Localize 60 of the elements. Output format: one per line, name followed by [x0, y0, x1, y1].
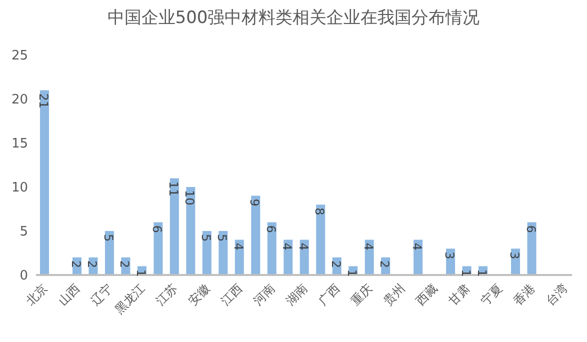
- bar: [104, 231, 114, 275]
- bar: [527, 222, 536, 275]
- x-tick-label: 台湾: [543, 281, 570, 308]
- data-label: 5: [198, 234, 213, 242]
- data-label: 1: [345, 269, 360, 277]
- x-tick-label: 山西: [56, 281, 83, 308]
- y-tick-label: 10: [11, 180, 28, 196]
- y-tick-label: 25: [11, 48, 28, 64]
- data-label: 5: [215, 234, 230, 242]
- bar: [316, 204, 326, 275]
- data-label: 1: [134, 269, 148, 277]
- chart-title: 中国企业500强中材料类相关企业在我国分布情况: [106, 7, 481, 29]
- data-label: 3: [508, 252, 522, 260]
- x-tick-label: 西藏: [413, 281, 440, 308]
- bar: [202, 231, 212, 275]
- bar: [267, 222, 276, 275]
- data-label: 6: [524, 225, 538, 233]
- data-label: 2: [85, 260, 100, 268]
- data-label: 4: [280, 242, 294, 250]
- bar: [186, 187, 196, 275]
- data-label: 4: [361, 242, 376, 250]
- data-label: 2: [378, 260, 392, 268]
- y-tick-label: 0: [20, 268, 28, 284]
- x-tick-label: 甘肃: [446, 281, 473, 308]
- x-tick-label: 湖南: [283, 281, 310, 308]
- data-label: 10: [182, 190, 197, 206]
- data-label: 9: [248, 198, 262, 206]
- data-label: 11: [166, 181, 180, 196]
- x-tick-label: 香港: [510, 281, 538, 308]
- data-label: 21: [36, 93, 50, 108]
- x-tick-label: 贵州: [380, 281, 408, 308]
- x-tick-label: 河南: [250, 281, 278, 308]
- data-label: 1: [475, 269, 490, 277]
- data-label: 2: [328, 260, 343, 268]
- y-tick-label: 15: [11, 136, 28, 152]
- data-label: 8: [312, 208, 327, 216]
- bar: [251, 196, 260, 275]
- x-tick-label: 广西: [316, 281, 343, 308]
- data-label: 4: [231, 242, 246, 250]
- data-label: 2: [118, 260, 132, 268]
- bar: [154, 222, 163, 275]
- data-label: 6: [264, 225, 278, 233]
- bar: [170, 178, 179, 275]
- data-label: 1: [458, 269, 473, 277]
- bar: [40, 90, 49, 275]
- data-label: 4: [296, 242, 310, 250]
- y-tick-label: 5: [20, 224, 28, 240]
- x-tick-label: 安徽: [186, 281, 213, 308]
- data-label: 6: [150, 225, 164, 233]
- x-tick-label: 江苏: [153, 281, 180, 308]
- x-tick-label: 北京: [23, 281, 50, 308]
- data-label: 4: [410, 242, 424, 250]
- y-tick-label: 20: [11, 92, 28, 108]
- data-label: 3: [442, 252, 457, 260]
- data-label: 2: [68, 260, 83, 268]
- x-tick-label: 重庆: [348, 281, 376, 308]
- data-label: 5: [101, 234, 116, 242]
- x-tick-label: 宁夏: [478, 281, 506, 308]
- x-tick-label: 江西: [218, 281, 246, 308]
- bar: [218, 231, 228, 275]
